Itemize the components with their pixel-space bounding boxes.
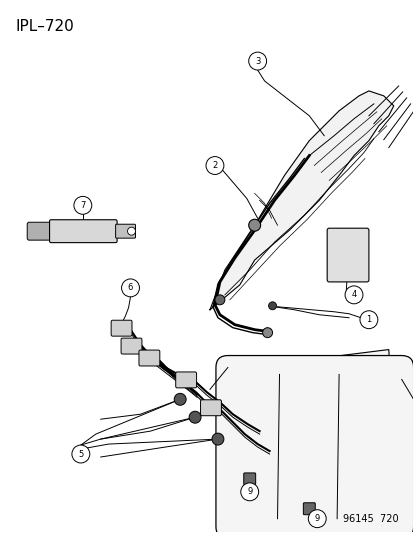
FancyBboxPatch shape bbox=[27, 222, 51, 240]
FancyBboxPatch shape bbox=[243, 473, 255, 485]
FancyBboxPatch shape bbox=[200, 400, 221, 416]
Text: 6: 6 bbox=[128, 284, 133, 293]
FancyBboxPatch shape bbox=[303, 503, 315, 515]
Circle shape bbox=[344, 286, 362, 304]
Circle shape bbox=[214, 295, 224, 305]
Circle shape bbox=[206, 157, 223, 174]
FancyBboxPatch shape bbox=[121, 338, 142, 354]
Circle shape bbox=[189, 411, 201, 423]
FancyBboxPatch shape bbox=[216, 356, 413, 533]
Circle shape bbox=[240, 483, 258, 501]
FancyBboxPatch shape bbox=[175, 372, 196, 388]
Circle shape bbox=[262, 328, 272, 337]
Text: 2: 2 bbox=[212, 161, 217, 170]
Text: 9: 9 bbox=[247, 487, 252, 496]
FancyBboxPatch shape bbox=[326, 228, 368, 282]
Circle shape bbox=[248, 52, 266, 70]
Text: 5: 5 bbox=[78, 449, 83, 458]
Circle shape bbox=[359, 311, 377, 329]
Text: IPL–720: IPL–720 bbox=[15, 19, 74, 34]
Text: 3: 3 bbox=[254, 56, 260, 66]
Circle shape bbox=[308, 510, 325, 528]
Text: 4: 4 bbox=[351, 290, 356, 300]
Polygon shape bbox=[209, 91, 393, 310]
FancyBboxPatch shape bbox=[139, 350, 159, 366]
Circle shape bbox=[127, 227, 135, 235]
Circle shape bbox=[211, 433, 223, 445]
Circle shape bbox=[121, 279, 139, 297]
FancyBboxPatch shape bbox=[50, 220, 117, 243]
Text: 7: 7 bbox=[80, 201, 85, 210]
Circle shape bbox=[268, 302, 276, 310]
Circle shape bbox=[72, 445, 90, 463]
FancyBboxPatch shape bbox=[115, 224, 135, 238]
Polygon shape bbox=[229, 350, 398, 529]
FancyBboxPatch shape bbox=[111, 320, 132, 336]
Circle shape bbox=[174, 393, 186, 405]
Circle shape bbox=[74, 196, 92, 214]
Text: 96145  720: 96145 720 bbox=[342, 514, 398, 523]
Circle shape bbox=[248, 219, 260, 231]
Text: 1: 1 bbox=[366, 315, 370, 324]
Text: 9: 9 bbox=[314, 514, 319, 523]
